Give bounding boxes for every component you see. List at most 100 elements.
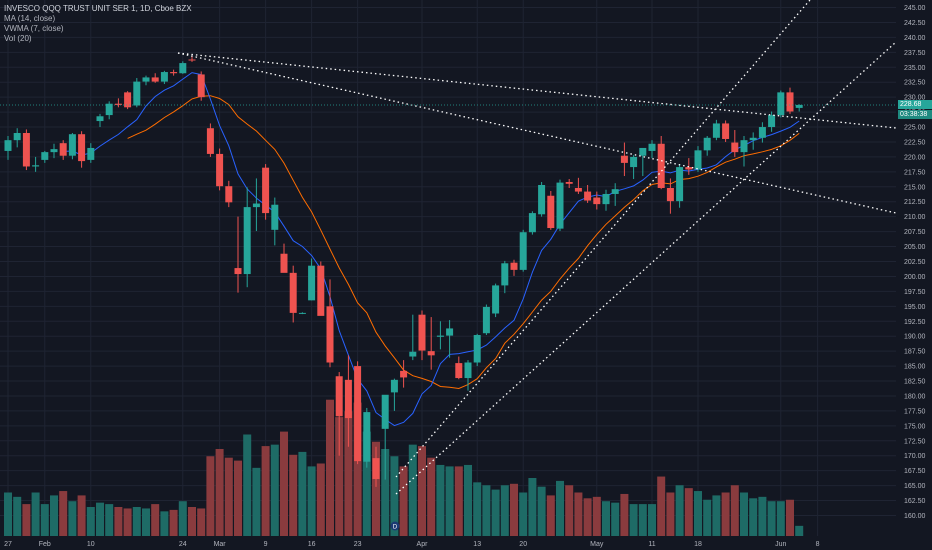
y-tick-label: 210.00 <box>904 214 926 221</box>
x-axis: 27 Feb 10 24 Mar 9 16 23 Apr 13 20 May 11 18 Jun 8 <box>4 541 820 548</box>
candle-body <box>436 335 444 337</box>
y-tick-label: 175.00 <box>904 423 926 430</box>
volume-bar <box>758 496 767 536</box>
y-tick-label: 172.50 <box>904 438 926 445</box>
candle-body <box>768 115 776 128</box>
candle-body <box>298 312 306 314</box>
candle-body <box>78 134 86 162</box>
candle-body <box>317 265 325 316</box>
volume-bar <box>399 466 408 536</box>
volume-bar <box>464 464 472 536</box>
volume-bar <box>50 495 58 536</box>
x-tick-label: May <box>590 541 604 548</box>
y-tick-label: 180.00 <box>904 393 926 400</box>
y-tick-label: 197.50 <box>904 289 926 296</box>
volume-bar <box>224 457 233 536</box>
y-tick-label: 182.50 <box>904 379 926 386</box>
bar-countdown-tag: 03:38:38 <box>898 110 932 120</box>
candle-body <box>271 204 279 230</box>
indicator-ma-label[interactable]: MA (14, close) <box>4 14 56 23</box>
volume-bar <box>280 431 288 536</box>
candle-body <box>758 127 766 138</box>
volume-bar <box>611 502 620 536</box>
candle-body <box>68 134 76 156</box>
volume-bar <box>335 417 344 536</box>
volume-bar <box>767 501 776 536</box>
candle-body <box>694 150 702 170</box>
candle-body <box>722 123 730 139</box>
candle-body <box>197 74 205 98</box>
candle-body <box>41 152 49 160</box>
volume-bar <box>40 504 49 536</box>
volume-bar <box>657 476 666 536</box>
volume-bar <box>160 511 169 536</box>
volume-bar <box>565 485 574 536</box>
event-marker-icon <box>390 521 400 531</box>
volume-bar <box>427 457 436 536</box>
volume-bar <box>326 399 334 536</box>
indicator-volume-label[interactable]: Vol (20) <box>4 34 32 43</box>
y-tick-label: 170.00 <box>904 453 926 460</box>
volume-bar <box>574 492 583 536</box>
volume-bar <box>749 498 758 536</box>
volume-bar <box>436 464 445 536</box>
x-tick-label: 20 <box>519 541 527 548</box>
volume-bar <box>500 485 509 536</box>
candle-body <box>648 143 656 151</box>
volume-bar <box>648 504 656 536</box>
candle-body <box>308 265 316 301</box>
volume-bar <box>445 466 454 536</box>
volume-bar <box>418 446 426 536</box>
y-tick-label: 167.50 <box>904 468 926 475</box>
candle-body <box>179 63 187 74</box>
indicator-vwma-label[interactable]: VWMA (7, close) <box>4 24 64 33</box>
volume-bar <box>510 483 518 536</box>
x-tick-label: 10 <box>87 541 95 548</box>
candle-body <box>114 103 122 105</box>
volume-bar <box>795 525 804 536</box>
candle-body <box>528 213 536 233</box>
volume-bar <box>703 499 712 536</box>
x-tick-label: 8 <box>816 541 820 548</box>
volume-bar <box>583 498 592 536</box>
candle-body <box>225 186 233 203</box>
x-tick-label: Mar <box>214 541 227 548</box>
y-tick-label: 187.50 <box>904 349 926 356</box>
candle-body <box>216 153 224 187</box>
volume-bar <box>123 508 132 536</box>
volume-bar <box>151 504 160 536</box>
y-tick-label: 230.00 <box>904 95 926 102</box>
volume-bar <box>270 444 279 536</box>
volume-bar <box>666 492 675 536</box>
candle-body <box>87 147 95 160</box>
candle-body <box>381 394 389 429</box>
trendline <box>177 52 897 214</box>
candle-body <box>593 197 601 205</box>
candle-body <box>326 306 334 363</box>
candle-body <box>418 314 426 351</box>
candle-body <box>446 328 454 336</box>
candle-body <box>133 81 141 106</box>
candle-body <box>4 140 12 151</box>
volume-bar <box>592 496 601 536</box>
candle-body <box>740 140 748 153</box>
volume-bar <box>142 508 150 536</box>
candle-body <box>611 189 619 194</box>
volume-bar <box>528 478 537 536</box>
volume-bar <box>96 502 104 536</box>
y-tick-label: 235.00 <box>904 65 926 72</box>
x-tick-label: 23 <box>354 541 362 548</box>
y-tick-label: 202.50 <box>904 259 926 266</box>
symbol-title[interactable]: INVESCO QQQ TRUST UNIT SER 1, 1D, Cboe B… <box>4 4 192 13</box>
x-tick-label: Apr <box>417 541 429 548</box>
volume-bar <box>362 431 371 536</box>
candle-body <box>409 351 417 357</box>
candle-body <box>344 379 352 419</box>
candle-body <box>105 103 113 116</box>
x-tick-label: 9 <box>264 541 268 548</box>
volume-bar <box>684 488 693 536</box>
candle-body <box>335 376 343 417</box>
y-tick-label: 242.50 <box>904 20 926 27</box>
